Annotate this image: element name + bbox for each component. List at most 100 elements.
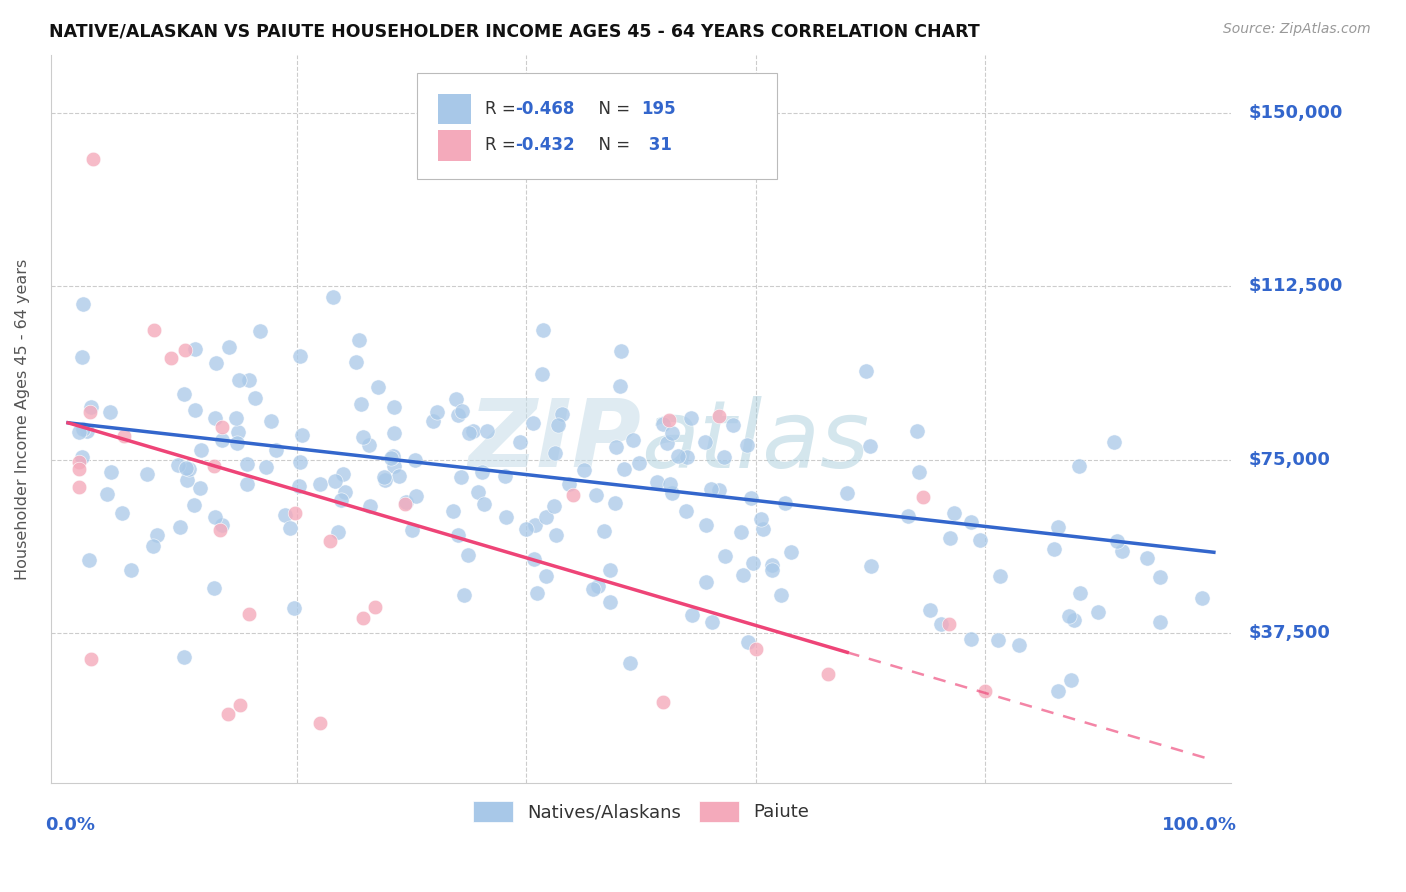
Point xyxy=(769,588,792,602)
Point xyxy=(225,411,247,425)
Point xyxy=(72,297,94,311)
Text: ZIP: ZIP xyxy=(468,395,641,487)
Point xyxy=(859,438,882,452)
Point xyxy=(1063,613,1085,627)
Point xyxy=(352,430,374,444)
Point xyxy=(72,422,94,436)
Point xyxy=(325,474,347,488)
Point xyxy=(661,486,683,500)
Point xyxy=(775,496,797,510)
Point xyxy=(359,499,381,513)
Point xyxy=(681,608,703,623)
Text: -0.432: -0.432 xyxy=(515,136,574,154)
Point xyxy=(523,552,546,566)
Point xyxy=(349,334,371,348)
Point xyxy=(547,417,569,432)
Text: 31: 31 xyxy=(644,136,672,154)
Point xyxy=(173,343,195,358)
Point xyxy=(681,411,703,425)
Point xyxy=(382,458,405,473)
Point xyxy=(655,436,678,450)
Point xyxy=(70,350,93,364)
Point xyxy=(543,499,565,513)
Point xyxy=(675,504,697,518)
Text: $37,500: $37,500 xyxy=(1249,624,1330,642)
Point xyxy=(599,563,621,577)
Text: R =: R = xyxy=(485,136,522,154)
Point xyxy=(761,563,783,577)
Text: $112,500: $112,500 xyxy=(1249,277,1343,295)
Point xyxy=(236,457,259,471)
Point xyxy=(920,603,942,617)
Point xyxy=(461,424,484,438)
Point xyxy=(225,435,247,450)
Point xyxy=(1087,605,1109,619)
Point xyxy=(401,524,423,538)
Point xyxy=(761,558,783,572)
Point xyxy=(79,400,101,414)
Point xyxy=(561,488,583,502)
Point xyxy=(658,413,681,427)
Text: 195: 195 xyxy=(641,100,675,118)
Point xyxy=(367,380,389,394)
Point xyxy=(897,508,920,523)
Point xyxy=(780,545,803,559)
Point xyxy=(593,524,616,538)
Point xyxy=(621,434,644,448)
Point xyxy=(211,517,233,532)
Point xyxy=(243,391,266,405)
Point xyxy=(730,525,752,540)
Point xyxy=(1069,585,1091,599)
Point xyxy=(183,498,205,512)
Point xyxy=(1102,435,1125,450)
Point xyxy=(426,405,449,419)
Point xyxy=(142,539,165,553)
Point xyxy=(1136,550,1159,565)
Point xyxy=(290,349,312,363)
Point xyxy=(905,424,928,438)
Point xyxy=(523,518,546,533)
Point xyxy=(457,548,479,562)
Point xyxy=(695,574,717,589)
Text: 0.0%: 0.0% xyxy=(45,816,96,834)
Point xyxy=(911,490,934,504)
Point xyxy=(344,354,367,368)
Point xyxy=(176,461,198,475)
Point xyxy=(328,524,350,539)
Point xyxy=(495,509,517,524)
Point xyxy=(931,617,953,632)
Bar xyxy=(437,94,471,124)
Text: NATIVE/ALASKAN VS PAIUTE HOUSEHOLDER INCOME AGES 45 - 64 YEARS CORRELATION CHART: NATIVE/ALASKAN VS PAIUTE HOUSEHOLDER INC… xyxy=(49,22,980,40)
Point xyxy=(183,403,205,417)
Point xyxy=(451,404,474,418)
Point xyxy=(709,483,731,498)
Point xyxy=(395,495,418,509)
Point xyxy=(169,520,191,534)
Point xyxy=(973,684,995,698)
Point xyxy=(260,414,283,428)
Legend: Natives/Alaskans, Paiute: Natives/Alaskans, Paiute xyxy=(465,794,817,829)
Point xyxy=(69,461,91,475)
Text: Source: ZipAtlas.com: Source: ZipAtlas.com xyxy=(1223,22,1371,37)
Point xyxy=(943,507,966,521)
Point xyxy=(422,414,444,428)
Point xyxy=(713,450,735,464)
Point xyxy=(472,497,495,511)
Point xyxy=(205,356,228,370)
Point xyxy=(1046,520,1069,534)
Point xyxy=(693,434,716,449)
Point xyxy=(509,435,531,450)
Point xyxy=(405,489,427,503)
Point xyxy=(69,455,91,469)
Point xyxy=(441,504,464,518)
Text: N =: N = xyxy=(588,100,636,118)
Point xyxy=(959,632,981,646)
Point xyxy=(855,364,877,378)
Point xyxy=(733,568,755,582)
Point xyxy=(1149,570,1171,584)
Point xyxy=(700,615,723,629)
Point xyxy=(651,695,673,709)
Point xyxy=(599,595,621,609)
Point xyxy=(98,405,121,419)
Point xyxy=(114,428,136,442)
